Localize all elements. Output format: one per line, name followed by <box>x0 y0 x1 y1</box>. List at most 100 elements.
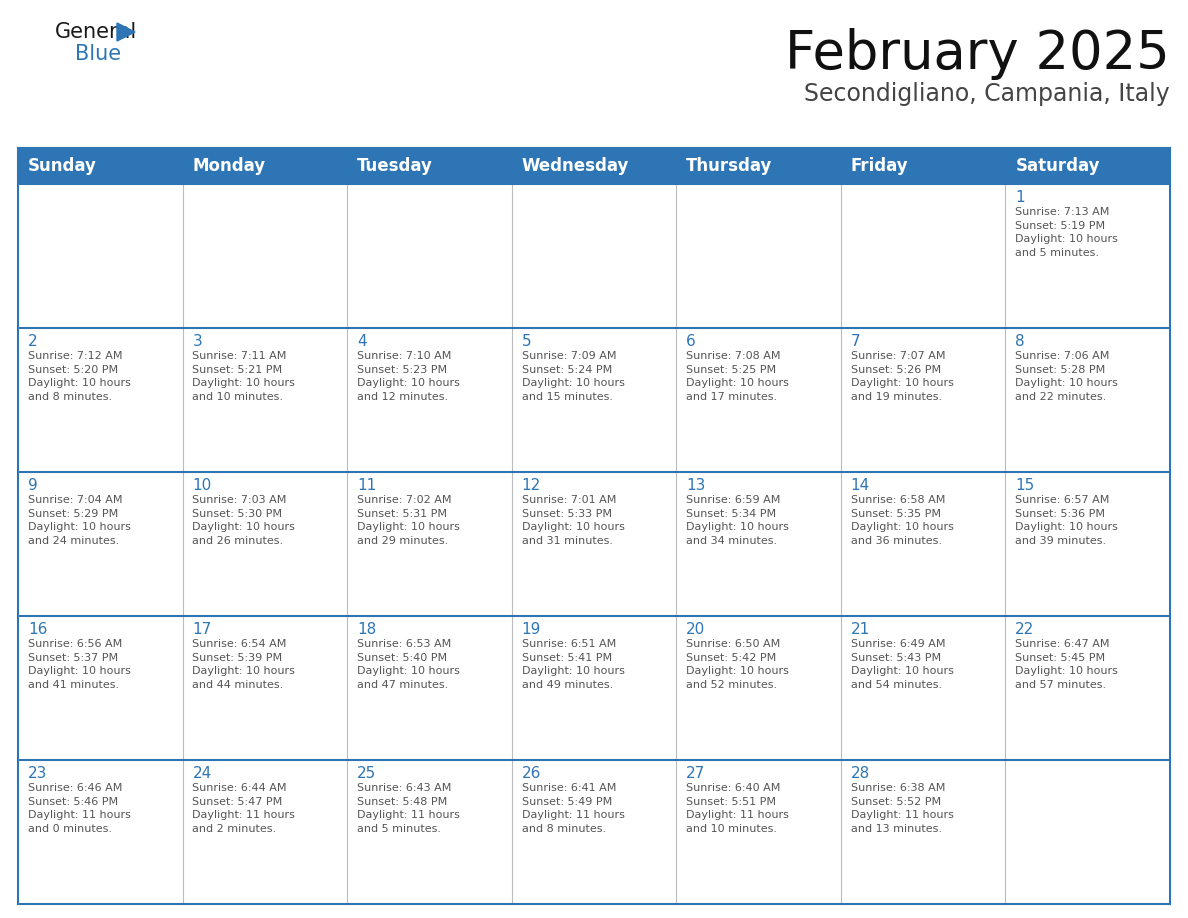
Bar <box>1005 328 1170 472</box>
Text: Sunrise: 7:01 AM
Sunset: 5:33 PM
Daylight: 10 hours
and 31 minutes.: Sunrise: 7:01 AM Sunset: 5:33 PM Dayligh… <box>522 495 625 546</box>
Text: 1: 1 <box>1016 190 1025 205</box>
Bar <box>676 148 841 184</box>
Text: 14: 14 <box>851 478 870 493</box>
Bar <box>18 616 183 760</box>
Bar <box>841 148 1005 184</box>
Bar <box>512 148 676 184</box>
Bar <box>18 148 183 184</box>
Text: Blue: Blue <box>75 44 121 64</box>
Text: 26: 26 <box>522 766 541 781</box>
Text: 20: 20 <box>687 622 706 637</box>
Bar <box>1005 472 1170 616</box>
Text: 21: 21 <box>851 622 870 637</box>
Text: Sunrise: 6:54 AM
Sunset: 5:39 PM
Daylight: 10 hours
and 44 minutes.: Sunrise: 6:54 AM Sunset: 5:39 PM Dayligh… <box>192 639 296 689</box>
Text: 17: 17 <box>192 622 211 637</box>
Bar <box>1005 148 1170 184</box>
Text: Friday: Friday <box>851 157 909 175</box>
Text: Saturday: Saturday <box>1016 157 1100 175</box>
Text: Sunrise: 7:04 AM
Sunset: 5:29 PM
Daylight: 10 hours
and 24 minutes.: Sunrise: 7:04 AM Sunset: 5:29 PM Dayligh… <box>27 495 131 546</box>
Text: Sunrise: 7:08 AM
Sunset: 5:25 PM
Daylight: 10 hours
and 17 minutes.: Sunrise: 7:08 AM Sunset: 5:25 PM Dayligh… <box>687 351 789 402</box>
Bar <box>841 472 1005 616</box>
Bar <box>841 184 1005 328</box>
Bar <box>18 184 183 328</box>
Bar <box>18 760 183 904</box>
Polygon shape <box>116 23 135 41</box>
Text: Sunrise: 7:12 AM
Sunset: 5:20 PM
Daylight: 10 hours
and 8 minutes.: Sunrise: 7:12 AM Sunset: 5:20 PM Dayligh… <box>27 351 131 402</box>
Bar <box>183 184 347 328</box>
Text: Sunrise: 7:13 AM
Sunset: 5:19 PM
Daylight: 10 hours
and 5 minutes.: Sunrise: 7:13 AM Sunset: 5:19 PM Dayligh… <box>1016 207 1118 258</box>
Bar <box>841 760 1005 904</box>
Bar <box>347 328 512 472</box>
Text: Sunrise: 6:43 AM
Sunset: 5:48 PM
Daylight: 11 hours
and 5 minutes.: Sunrise: 6:43 AM Sunset: 5:48 PM Dayligh… <box>358 783 460 834</box>
Text: Sunrise: 6:51 AM
Sunset: 5:41 PM
Daylight: 10 hours
and 49 minutes.: Sunrise: 6:51 AM Sunset: 5:41 PM Dayligh… <box>522 639 625 689</box>
Text: Sunrise: 6:58 AM
Sunset: 5:35 PM
Daylight: 10 hours
and 36 minutes.: Sunrise: 6:58 AM Sunset: 5:35 PM Dayligh… <box>851 495 954 546</box>
Text: Sunrise: 6:46 AM
Sunset: 5:46 PM
Daylight: 11 hours
and 0 minutes.: Sunrise: 6:46 AM Sunset: 5:46 PM Dayligh… <box>27 783 131 834</box>
Text: Sunrise: 6:53 AM
Sunset: 5:40 PM
Daylight: 10 hours
and 47 minutes.: Sunrise: 6:53 AM Sunset: 5:40 PM Dayligh… <box>358 639 460 689</box>
Text: General: General <box>55 22 138 42</box>
Text: Sunrise: 6:47 AM
Sunset: 5:45 PM
Daylight: 10 hours
and 57 minutes.: Sunrise: 6:47 AM Sunset: 5:45 PM Dayligh… <box>1016 639 1118 689</box>
Text: 3: 3 <box>192 334 202 349</box>
Bar <box>347 472 512 616</box>
Text: Sunrise: 6:57 AM
Sunset: 5:36 PM
Daylight: 10 hours
and 39 minutes.: Sunrise: 6:57 AM Sunset: 5:36 PM Dayligh… <box>1016 495 1118 546</box>
Bar <box>183 328 347 472</box>
Text: Sunrise: 7:10 AM
Sunset: 5:23 PM
Daylight: 10 hours
and 12 minutes.: Sunrise: 7:10 AM Sunset: 5:23 PM Dayligh… <box>358 351 460 402</box>
Bar <box>183 616 347 760</box>
Text: 18: 18 <box>358 622 377 637</box>
Bar <box>512 760 676 904</box>
Text: 27: 27 <box>687 766 706 781</box>
Text: Sunrise: 6:40 AM
Sunset: 5:51 PM
Daylight: 11 hours
and 10 minutes.: Sunrise: 6:40 AM Sunset: 5:51 PM Dayligh… <box>687 783 789 834</box>
Text: 22: 22 <box>1016 622 1035 637</box>
Text: Sunrise: 6:38 AM
Sunset: 5:52 PM
Daylight: 11 hours
and 13 minutes.: Sunrise: 6:38 AM Sunset: 5:52 PM Dayligh… <box>851 783 954 834</box>
Text: 28: 28 <box>851 766 870 781</box>
Text: 7: 7 <box>851 334 860 349</box>
Text: Thursday: Thursday <box>687 157 772 175</box>
Text: Sunrise: 6:49 AM
Sunset: 5:43 PM
Daylight: 10 hours
and 54 minutes.: Sunrise: 6:49 AM Sunset: 5:43 PM Dayligh… <box>851 639 954 689</box>
Text: Monday: Monday <box>192 157 266 175</box>
Text: 13: 13 <box>687 478 706 493</box>
Text: Sunrise: 7:07 AM
Sunset: 5:26 PM
Daylight: 10 hours
and 19 minutes.: Sunrise: 7:07 AM Sunset: 5:26 PM Dayligh… <box>851 351 954 402</box>
Bar <box>512 328 676 472</box>
Bar <box>676 328 841 472</box>
Bar <box>1005 184 1170 328</box>
Text: Sunrise: 7:03 AM
Sunset: 5:30 PM
Daylight: 10 hours
and 26 minutes.: Sunrise: 7:03 AM Sunset: 5:30 PM Dayligh… <box>192 495 296 546</box>
Text: Sunrise: 7:11 AM
Sunset: 5:21 PM
Daylight: 10 hours
and 10 minutes.: Sunrise: 7:11 AM Sunset: 5:21 PM Dayligh… <box>192 351 296 402</box>
Text: 12: 12 <box>522 478 541 493</box>
Bar <box>841 616 1005 760</box>
Text: 2: 2 <box>27 334 38 349</box>
Bar <box>18 472 183 616</box>
Bar <box>676 472 841 616</box>
Text: 11: 11 <box>358 478 377 493</box>
Bar <box>347 616 512 760</box>
Bar <box>347 760 512 904</box>
Text: 25: 25 <box>358 766 377 781</box>
Text: 9: 9 <box>27 478 38 493</box>
Text: Sunrise: 6:44 AM
Sunset: 5:47 PM
Daylight: 11 hours
and 2 minutes.: Sunrise: 6:44 AM Sunset: 5:47 PM Dayligh… <box>192 783 296 834</box>
Text: February 2025: February 2025 <box>785 28 1170 80</box>
Text: 19: 19 <box>522 622 541 637</box>
Text: 4: 4 <box>358 334 367 349</box>
Text: Sunrise: 7:06 AM
Sunset: 5:28 PM
Daylight: 10 hours
and 22 minutes.: Sunrise: 7:06 AM Sunset: 5:28 PM Dayligh… <box>1016 351 1118 402</box>
Text: 15: 15 <box>1016 478 1035 493</box>
Text: 10: 10 <box>192 478 211 493</box>
Text: 16: 16 <box>27 622 48 637</box>
Text: 23: 23 <box>27 766 48 781</box>
Text: Tuesday: Tuesday <box>358 157 432 175</box>
Text: Wednesday: Wednesday <box>522 157 628 175</box>
Bar <box>183 760 347 904</box>
Text: Sunrise: 6:41 AM
Sunset: 5:49 PM
Daylight: 11 hours
and 8 minutes.: Sunrise: 6:41 AM Sunset: 5:49 PM Dayligh… <box>522 783 625 834</box>
Bar <box>183 148 347 184</box>
Text: 5: 5 <box>522 334 531 349</box>
Bar <box>183 472 347 616</box>
Bar <box>347 184 512 328</box>
Bar <box>676 760 841 904</box>
Text: 8: 8 <box>1016 334 1025 349</box>
Text: Sunrise: 6:50 AM
Sunset: 5:42 PM
Daylight: 10 hours
and 52 minutes.: Sunrise: 6:50 AM Sunset: 5:42 PM Dayligh… <box>687 639 789 689</box>
Text: Sunrise: 7:09 AM
Sunset: 5:24 PM
Daylight: 10 hours
and 15 minutes.: Sunrise: 7:09 AM Sunset: 5:24 PM Dayligh… <box>522 351 625 402</box>
Bar <box>1005 616 1170 760</box>
Text: Sunrise: 7:02 AM
Sunset: 5:31 PM
Daylight: 10 hours
and 29 minutes.: Sunrise: 7:02 AM Sunset: 5:31 PM Dayligh… <box>358 495 460 546</box>
Text: Sunday: Sunday <box>27 157 96 175</box>
Bar <box>676 616 841 760</box>
Bar <box>841 328 1005 472</box>
Bar <box>512 616 676 760</box>
Bar <box>1005 760 1170 904</box>
